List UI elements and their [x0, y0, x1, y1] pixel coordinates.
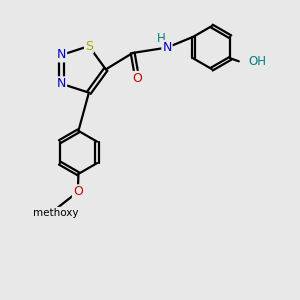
Text: S: S [85, 40, 93, 52]
Text: O: O [73, 185, 83, 198]
Text: H: H [157, 32, 166, 44]
Text: N: N [57, 77, 66, 90]
Text: OH: OH [248, 55, 266, 68]
Text: N: N [57, 49, 66, 62]
Text: methoxy: methoxy [33, 208, 78, 218]
Text: N: N [162, 41, 172, 54]
Text: O: O [132, 72, 142, 85]
